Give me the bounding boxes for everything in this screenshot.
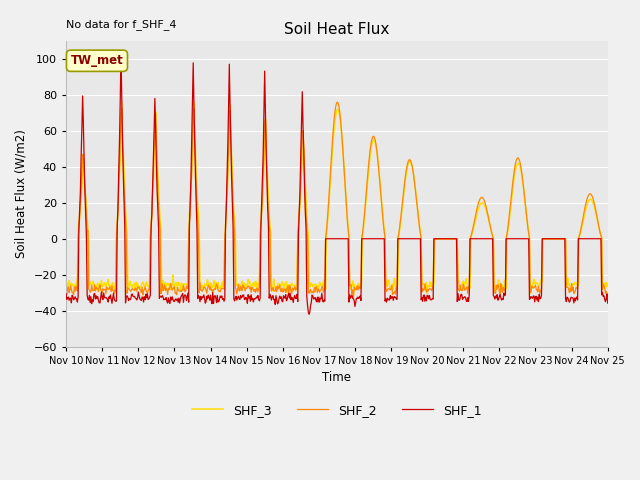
- Line: SHF_1: SHF_1: [66, 53, 608, 314]
- Title: Soil Heat Flux: Soil Heat Flux: [284, 22, 390, 37]
- SHF_1: [117, 50, 125, 56]
- SHF_3: [330, 138, 337, 144]
- SHF_2: [436, 236, 444, 241]
- SHF_3: [382, 280, 390, 286]
- Text: No data for f_SHF_4: No data for f_SHF_4: [66, 20, 177, 30]
- Line: SHF_2: SHF_2: [66, 102, 608, 298]
- SHF_1: [182, 293, 189, 299]
- SHF_3: [118, 99, 125, 105]
- SHF_1: [556, 236, 563, 241]
- SHF_2: [328, 139, 336, 144]
- SHF_2: [204, 282, 212, 288]
- SHF_3: [205, 283, 213, 289]
- SHF_2: [62, 288, 70, 293]
- SHF_2: [383, 288, 390, 294]
- SHF_2: [604, 290, 612, 296]
- SHF_1: [62, 291, 70, 297]
- SHF_2: [334, 99, 342, 105]
- Text: TW_met: TW_met: [70, 54, 124, 67]
- SHF_3: [182, 281, 189, 287]
- SHF_1: [305, 312, 313, 317]
- SHF_1: [604, 300, 612, 306]
- SHF_1: [330, 236, 338, 241]
- SHF_3: [604, 281, 612, 287]
- SHF_3: [62, 281, 70, 287]
- SHF_1: [383, 299, 390, 305]
- SHF_3: [435, 236, 443, 241]
- SHF_1: [205, 295, 213, 300]
- Legend: SHF_3, SHF_2, SHF_1: SHF_3, SHF_2, SHF_1: [187, 399, 486, 422]
- Y-axis label: Soil Heat Flux (W/m2): Soil Heat Flux (W/m2): [15, 129, 28, 258]
- SHF_2: [556, 236, 563, 241]
- SHF_2: [349, 295, 357, 301]
- SHF_3: [526, 290, 534, 296]
- Line: SHF_3: SHF_3: [66, 102, 608, 293]
- SHF_1: [436, 236, 444, 241]
- X-axis label: Time: Time: [323, 372, 351, 384]
- SHF_3: [556, 236, 563, 241]
- SHF_2: [181, 288, 189, 294]
